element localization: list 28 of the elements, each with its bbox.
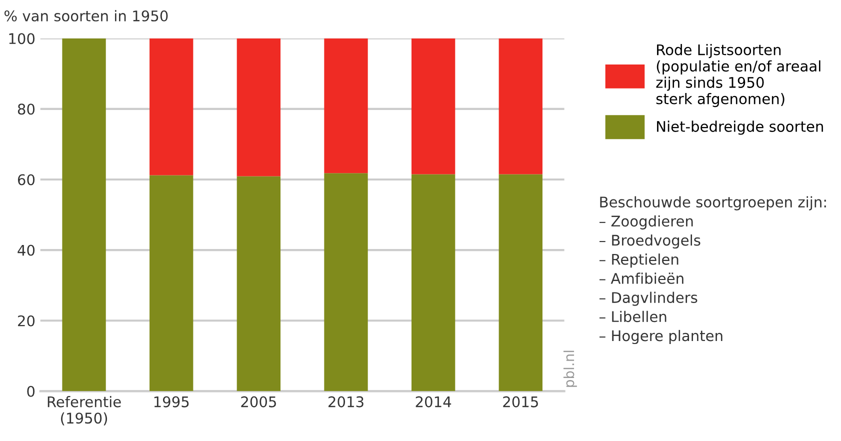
- x-tick-label: 2015: [503, 396, 538, 408]
- x-tick-label: Referentie (1950): [48, 396, 121, 426]
- bar: [411, 38, 456, 174]
- legend-label: Rode Lijstsoorten (populatie en/of areaal zijn sinds 1950 sterk afgenomen): [656, 44, 820, 108]
- y-tick-label: 40: [18, 244, 35, 256]
- bar: [324, 173, 368, 392]
- bar: [324, 38, 368, 174]
- y-tick-label: 100: [9, 33, 35, 44]
- y-axis-title: % van soorten in 1950: [4, 10, 168, 22]
- x-tick-label: 2014: [416, 396, 452, 408]
- bar: [62, 38, 106, 392]
- bar: [498, 174, 542, 392]
- bar: [236, 176, 281, 392]
- y-tick-label: 20: [18, 315, 35, 326]
- bar: [411, 174, 456, 392]
- y-tick-label: 80: [18, 104, 35, 115]
- bar: [498, 38, 542, 174]
- annotation: pbl.nl: [563, 350, 577, 387]
- bar: [236, 38, 281, 176]
- bar: [150, 175, 194, 392]
- y-tick-label: 0: [27, 386, 35, 397]
- legend-label: Niet-bedreigde soorten: [657, 120, 823, 135]
- x-tick-label: 2005: [241, 396, 276, 408]
- text: Beschouwde soortgroepen zijn: – Zoogdieren – Broedvogels – Reptielen – Amfibieën – Dagvlinders – Libellen – Hogere planten: [600, 196, 826, 344]
- bar: [150, 38, 194, 176]
- x-tick-label: 2013: [328, 396, 364, 408]
- x-tick-label: 1995: [154, 396, 189, 408]
- y-tick-label: 60: [18, 174, 35, 186]
